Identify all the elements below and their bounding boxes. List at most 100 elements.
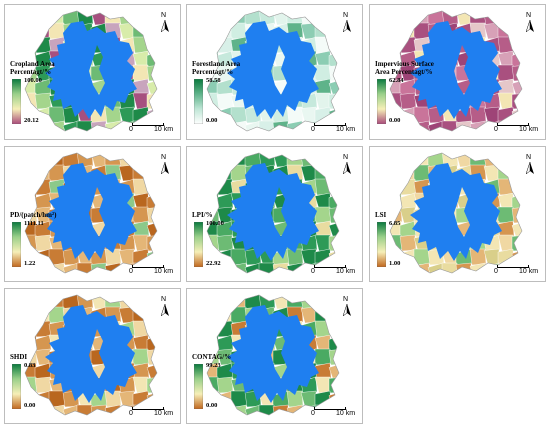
map-panel-contag: CONTAG/% 99.23 0.00 N 0 10 km [186, 288, 363, 424]
choropleth-map [24, 10, 158, 132]
water-body [45, 21, 137, 119]
legend-color-ramp [377, 79, 386, 124]
scale-end: 10 km [154, 410, 174, 417]
legend-color-ramp [194, 222, 203, 267]
legend-min-value: 1.00 [389, 260, 401, 267]
water-body [45, 305, 137, 403]
scale-start: 0 [129, 410, 133, 417]
legend-max-value: 6.85 [389, 220, 401, 227]
scale-start: 0 [494, 268, 498, 275]
north-arrow: N [341, 154, 353, 174]
scale-end: 10 km [154, 268, 174, 275]
map-panel-shdi: SHDI 0.83 0.00 N 0 10 km [4, 288, 181, 424]
scale-bar: 0 10 km [494, 123, 538, 135]
legend-max-value: 100.00 [206, 220, 224, 227]
north-arrow: N [524, 12, 536, 32]
north-label: N [161, 296, 167, 303]
north-arrow: N [159, 296, 171, 316]
legend-max-value: 99.23 [206, 362, 221, 369]
north-label: N [161, 12, 167, 19]
basin-outline [389, 10, 523, 132]
north-arrow-icon [526, 20, 534, 32]
legend-min-value: 0.00 [389, 117, 401, 124]
north-label: N [343, 154, 349, 161]
legend-max-value: 1111.11 [24, 220, 44, 227]
scale-end: 10 km [154, 126, 174, 133]
legend-title: Impervious Surface Area Percentagt/% [375, 60, 434, 76]
north-arrow-icon [343, 162, 351, 174]
basin-outline [389, 152, 523, 274]
legend-color-ramp [194, 79, 203, 124]
north-arrow-icon [161, 20, 169, 32]
map-panel-forestland: Forestland Area Percentagt/% 58.58 0.00 … [186, 4, 363, 140]
north-arrow: N [159, 154, 171, 174]
legend-title: LSI [375, 211, 387, 219]
legend-max-value: 100.00 [24, 77, 42, 84]
legend-min-value: 22.92 [206, 260, 221, 267]
scale-bar-line [314, 123, 346, 126]
scale-start: 0 [311, 126, 315, 133]
scale-end: 10 km [519, 126, 539, 133]
north-arrow-icon [161, 304, 169, 316]
legend-min-value: 20.12 [24, 117, 39, 124]
north-label: N [161, 154, 167, 161]
basin-outline [206, 152, 340, 274]
basin-outline [24, 10, 158, 132]
water-body [227, 163, 319, 261]
legend-color-ramp [12, 222, 21, 267]
legend-title: LPI/% [192, 211, 213, 219]
choropleth-map [206, 10, 340, 132]
legend-min-value: 1.22 [24, 260, 36, 267]
north-arrow: N [341, 296, 353, 316]
scale-bar: 0 10 km [494, 265, 538, 277]
legend-max-value: 62.84 [389, 77, 404, 84]
north-arrow: N [524, 154, 536, 174]
scale-end: 10 km [336, 410, 356, 417]
scale-end: 10 km [336, 268, 356, 275]
north-arrow: N [159, 12, 171, 32]
legend-min-value: 0.00 [24, 402, 36, 409]
scale-bar-line [314, 265, 346, 268]
basin-outline [24, 152, 158, 274]
legend-title: Cropland Area Percentagt/% [10, 60, 55, 76]
north-label: N [526, 12, 532, 19]
legend-color-ramp [377, 222, 386, 267]
scale-bar-line [497, 123, 529, 126]
legend-min-value: 0.00 [206, 117, 218, 124]
legend-title: CONTAG/% [192, 353, 232, 361]
map-panel-impervious: Impervious Surface Area Percentagt/% 62.… [369, 4, 546, 140]
map-panel-lsi: LSI 6.85 1.00 N 0 10 km [369, 146, 546, 282]
north-label: N [526, 154, 532, 161]
north-arrow-icon [161, 162, 169, 174]
choropleth-map [206, 294, 340, 416]
scale-bar: 0 10 km [311, 407, 355, 419]
legend-color-ramp [12, 79, 21, 124]
scale-bar: 0 10 km [129, 123, 173, 135]
scale-bar: 0 10 km [311, 265, 355, 277]
scale-start: 0 [494, 126, 498, 133]
scale-end: 10 km [519, 268, 539, 275]
scale-start: 0 [129, 268, 133, 275]
scale-start: 0 [129, 126, 133, 133]
north-arrow-icon [343, 304, 351, 316]
north-arrow-icon [343, 20, 351, 32]
water-body [45, 163, 137, 261]
north-arrow: N [341, 12, 353, 32]
map-panel-pd: PD/(patch/hm²) 1111.11 1.22 N 0 10 km [4, 146, 181, 282]
basin-outline [206, 10, 340, 132]
legend-color-ramp [194, 364, 203, 409]
choropleth-map [24, 294, 158, 416]
scale-bar: 0 10 km [129, 265, 173, 277]
north-label: N [343, 12, 349, 19]
scale-bar: 0 10 km [129, 407, 173, 419]
choropleth-map [389, 152, 523, 274]
legend-title: Forestland Area Percentagt/% [192, 60, 241, 76]
water-body [227, 21, 319, 119]
map-panel-lpi: LPI/% 100.00 22.92 N 0 10 km [186, 146, 363, 282]
legend-min-value: 0.00 [206, 402, 218, 409]
scale-bar-line [132, 123, 164, 126]
legend-title: PD/(patch/hm²) [10, 211, 57, 219]
legend-max-value: 58.58 [206, 77, 221, 84]
scale-end: 10 km [336, 126, 356, 133]
scale-bar-line [314, 407, 346, 410]
